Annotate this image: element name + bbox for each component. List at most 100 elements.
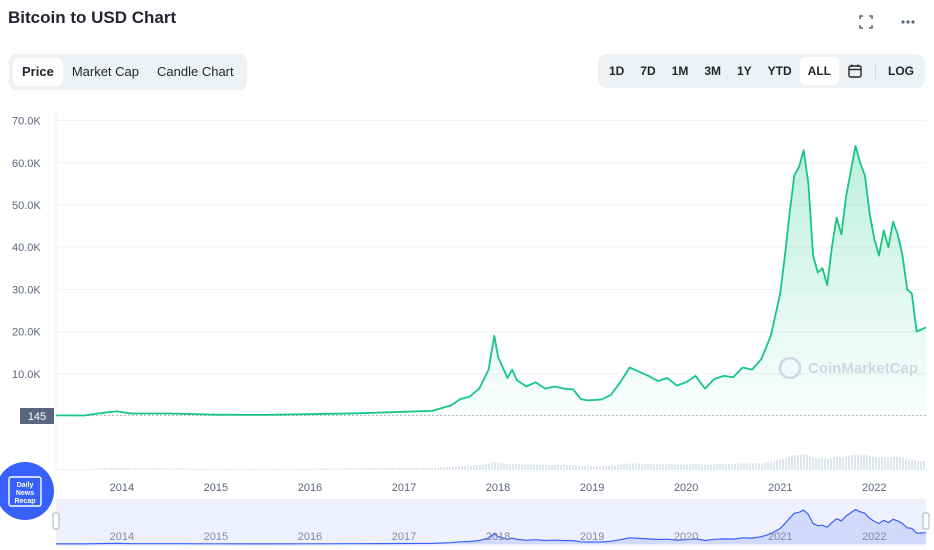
x-tick-label: 2018 xyxy=(486,482,510,494)
volume-bar xyxy=(218,468,220,470)
volume-bar xyxy=(812,457,814,470)
volume-bar xyxy=(206,468,208,470)
volume-bar xyxy=(125,468,127,470)
volume-bar xyxy=(818,458,820,470)
volume-bar xyxy=(284,468,286,470)
volume-bar xyxy=(791,455,793,470)
volume-bar xyxy=(821,458,823,470)
navigator-left-handle[interactable] xyxy=(52,512,60,530)
tab-candle-chart[interactable]: Candle Chart xyxy=(157,64,234,79)
log-scale-button[interactable]: LOG xyxy=(888,64,914,78)
volume-bar xyxy=(164,468,166,470)
watermark: CoinMarketCap xyxy=(778,356,918,380)
volume-bar xyxy=(323,468,325,470)
range-navigator[interactable]: 2014 2015 2016 2017 2018 2019 2020 2021 2022 xyxy=(52,499,930,546)
fullscreen-icon[interactable] xyxy=(858,14,874,30)
y-tick-label: 50.0K xyxy=(12,200,41,212)
volume-bar xyxy=(422,467,424,470)
volume-bar xyxy=(596,466,598,470)
volume-bar xyxy=(80,469,82,470)
volume-bar xyxy=(458,466,460,470)
volume-bar xyxy=(473,465,475,470)
volume-bar xyxy=(587,466,589,470)
volume-bar xyxy=(287,468,289,470)
volume-bar xyxy=(137,468,139,470)
price-line xyxy=(55,145,927,417)
volume-bar xyxy=(674,464,676,470)
volume-bar xyxy=(89,468,91,470)
range-ytd-button[interactable]: YTD xyxy=(767,64,792,78)
volume-bar xyxy=(311,468,313,470)
range-1m-button[interactable]: 1M xyxy=(671,64,689,78)
navigator-selection[interactable] xyxy=(56,499,926,546)
volume-bar xyxy=(686,464,688,470)
volume-bar xyxy=(710,464,712,470)
volume-bar xyxy=(86,469,88,470)
volume-bar xyxy=(833,457,835,470)
volume-bar xyxy=(182,468,184,470)
volume-bar xyxy=(440,467,442,470)
volume-bar xyxy=(239,468,241,470)
volume-bar xyxy=(878,457,880,470)
navigator-right-handle[interactable] xyxy=(922,512,930,530)
volume-bar xyxy=(497,462,499,470)
volume-bar xyxy=(755,463,757,470)
y-tick-label: 60.0K xyxy=(12,158,41,170)
volume-bar xyxy=(56,469,58,470)
range-3m-button[interactable]: 3M xyxy=(704,64,721,78)
volume-bar xyxy=(785,457,787,470)
volume-bar xyxy=(359,468,361,470)
volume-bar xyxy=(905,458,907,470)
volume-bar xyxy=(143,468,145,470)
range-1d-button[interactable]: 1D xyxy=(608,64,625,78)
volume-bar xyxy=(575,465,577,470)
volume-bar xyxy=(617,464,619,470)
range-7d-button[interactable]: 7D xyxy=(640,64,656,78)
volume-bar xyxy=(476,465,478,470)
volume-bar xyxy=(848,455,850,470)
volume-bar xyxy=(305,468,307,470)
volume-bar xyxy=(392,468,394,470)
volume-bar xyxy=(161,468,163,470)
x-tick-label: 2016 xyxy=(298,482,322,494)
volume-bar xyxy=(200,468,202,470)
tab-price[interactable]: Price xyxy=(13,58,63,86)
volume-bar xyxy=(254,468,256,470)
volume-bar xyxy=(665,464,667,470)
range-1y-button[interactable]: 1Y xyxy=(736,64,752,78)
volume-bar xyxy=(914,460,916,470)
chart-type-tabs: Price Market Cap Candle Chart xyxy=(9,54,247,90)
volume-bar xyxy=(800,454,802,470)
volume-bar xyxy=(74,469,76,470)
volume-bar xyxy=(101,468,103,470)
volume-bar xyxy=(635,463,637,470)
volume-bar xyxy=(806,454,808,470)
volume-bar xyxy=(698,464,700,470)
volume-bar xyxy=(839,456,841,470)
volume-bar xyxy=(428,467,430,470)
volume-bar xyxy=(470,465,472,470)
volume-bar xyxy=(146,468,148,470)
range-all-button[interactable]: ALL xyxy=(799,57,839,85)
volume-bar xyxy=(647,463,649,470)
navigator-tick-label: 2018 xyxy=(486,531,510,543)
volume-bar xyxy=(77,469,79,470)
volume-bar xyxy=(809,455,811,470)
volume-bar xyxy=(779,459,781,470)
volume-bar xyxy=(251,468,253,470)
volume-bar xyxy=(677,464,679,470)
volume-bar xyxy=(749,463,751,470)
volume-bar xyxy=(155,468,157,470)
volume-bar xyxy=(68,469,70,470)
calendar-icon[interactable] xyxy=(847,63,863,79)
volume-bar xyxy=(131,468,133,470)
daily-news-recap-badge[interactable]: Daily News Recap xyxy=(0,462,54,520)
volume-bar xyxy=(341,468,343,470)
more-options-icon[interactable] xyxy=(900,14,916,30)
volume-bar xyxy=(236,468,238,470)
volume-bar xyxy=(590,466,592,470)
volume-bar xyxy=(743,463,745,470)
navigator-tick-label: 2016 xyxy=(298,531,322,543)
tab-market-cap[interactable]: Market Cap xyxy=(71,64,140,79)
volume-bar xyxy=(272,468,274,470)
